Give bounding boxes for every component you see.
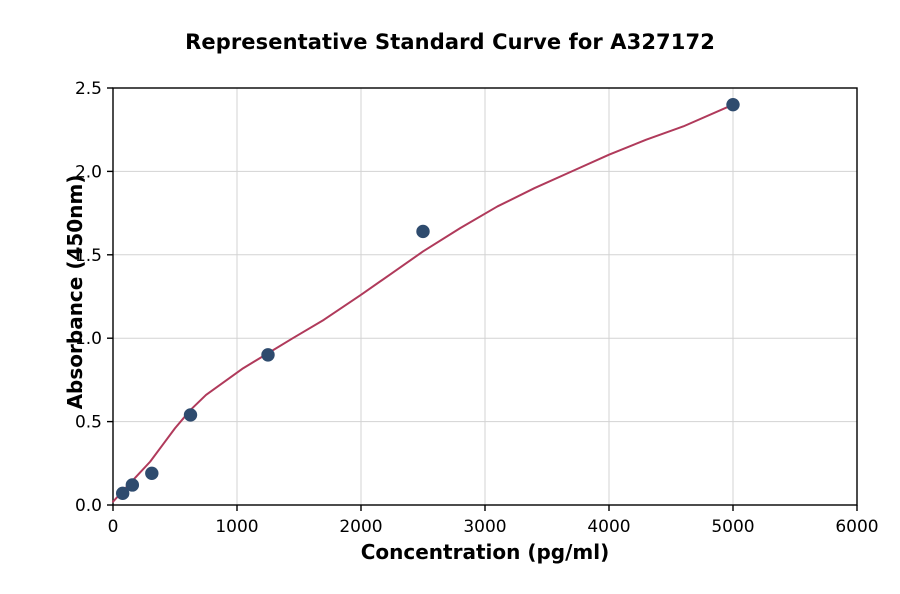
svg-text:1000: 1000 bbox=[215, 517, 258, 537]
chart-title: Representative Standard Curve for A32717… bbox=[185, 30, 715, 54]
fitted-curve bbox=[112, 103, 734, 503]
svg-text:4000: 4000 bbox=[587, 517, 630, 537]
svg-text:0: 0 bbox=[108, 517, 119, 537]
svg-text:2000: 2000 bbox=[339, 517, 382, 537]
data-point bbox=[115, 486, 130, 501]
svg-text:1.5: 1.5 bbox=[75, 246, 102, 266]
data-point bbox=[416, 224, 430, 239]
axis-tick-labels: 0.0 0.5 1.0 1.5 2.0 2.5 0 1000 2000 3000 4000 5000 6… bbox=[75, 79, 879, 537]
svg-text:1.0: 1.0 bbox=[75, 329, 102, 349]
data-point bbox=[726, 97, 740, 112]
svg-text:3000: 3000 bbox=[463, 517, 506, 537]
data-point bbox=[183, 408, 198, 422]
data-points bbox=[115, 97, 740, 501]
x-axis-label: Concentration (pg/ml) bbox=[360, 540, 610, 564]
svg-text:2.0: 2.0 bbox=[75, 162, 102, 182]
svg-text:2.5: 2.5 bbox=[75, 79, 102, 99]
data-point bbox=[261, 348, 275, 362]
data-point bbox=[125, 478, 140, 492]
svg-text:5000: 5000 bbox=[711, 517, 754, 537]
svg-text:0.0: 0.0 bbox=[75, 496, 102, 516]
svg-text:6000: 6000 bbox=[835, 517, 878, 537]
axis-ticks bbox=[107, 87, 858, 511]
svg-text:0.5: 0.5 bbox=[75, 413, 102, 433]
gridlines bbox=[113, 87, 857, 505]
data-point bbox=[145, 466, 159, 481]
